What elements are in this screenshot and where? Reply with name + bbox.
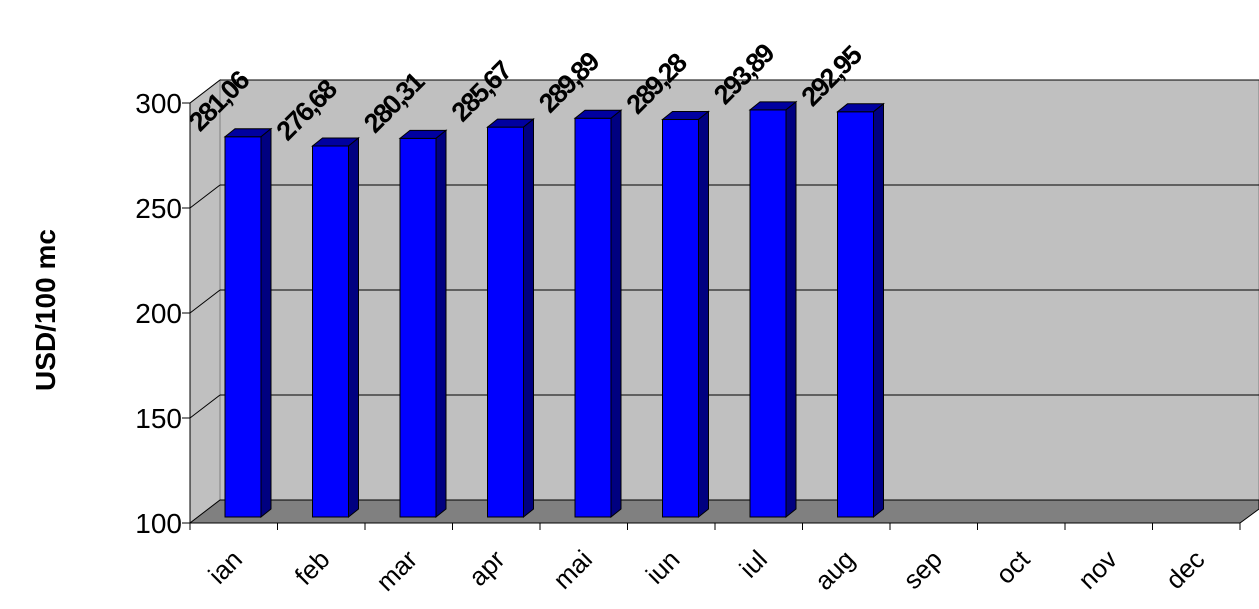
x-tick-label: sep xyxy=(897,544,948,595)
x-tick-label: nov xyxy=(1072,544,1123,595)
x-tick-label: ian xyxy=(202,544,248,590)
x-tick-label: apr xyxy=(463,544,511,592)
y-axis-title: USD/100 mc xyxy=(30,229,61,391)
bar xyxy=(399,137,437,518)
bar-side xyxy=(698,110,709,519)
x-tick-label: aug xyxy=(809,544,861,596)
grid-line xyxy=(189,289,221,314)
bar xyxy=(487,126,524,518)
grid-line xyxy=(189,394,221,419)
bar xyxy=(574,117,612,518)
bar-side xyxy=(873,102,884,519)
bar-side xyxy=(523,118,534,519)
x-tick-label: feb xyxy=(289,544,336,591)
x-tick-label: iul xyxy=(733,544,773,584)
bar xyxy=(224,136,262,518)
y-tick-label: 300 xyxy=(135,88,182,119)
bar xyxy=(749,109,787,518)
x-tick-label: dec xyxy=(1160,544,1211,595)
x-tick-label: oct xyxy=(990,543,1036,589)
x-tick-label: mai xyxy=(547,544,598,595)
bar-side xyxy=(260,127,272,519)
y-tick-label: 100 xyxy=(135,508,182,539)
bar xyxy=(837,111,874,518)
bar-side xyxy=(435,129,447,519)
bar-side xyxy=(610,109,622,519)
bar xyxy=(662,119,699,518)
y-tick-label: 150 xyxy=(135,403,182,434)
grid-line xyxy=(189,184,221,209)
bar xyxy=(312,145,349,518)
y-tick-label: 200 xyxy=(135,298,182,329)
bar-side xyxy=(348,136,359,519)
x-tick-label: mar xyxy=(370,544,423,597)
bar-side xyxy=(785,100,797,519)
y-tick-label: 250 xyxy=(135,193,182,224)
x-tick-label: iun xyxy=(640,544,686,590)
grid-line xyxy=(189,79,221,104)
